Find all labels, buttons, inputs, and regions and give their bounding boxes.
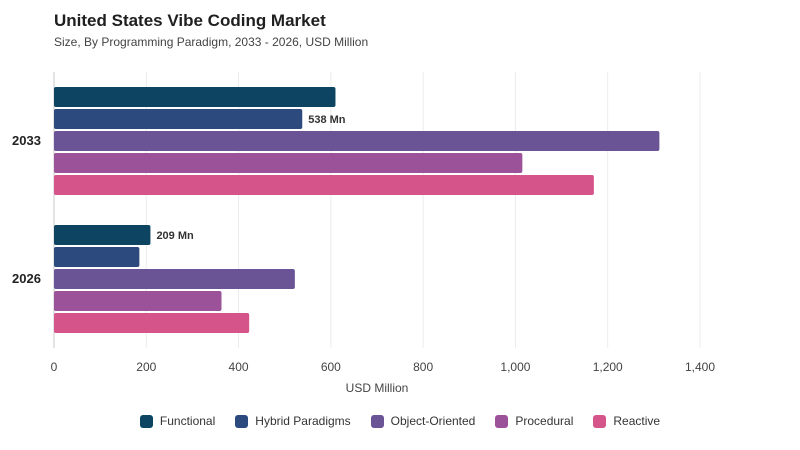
legend-label: Procedural bbox=[515, 414, 574, 428]
bar bbox=[54, 175, 594, 195]
legend-label: Hybrid Paradigms bbox=[255, 414, 351, 428]
legend-swatch bbox=[593, 414, 607, 428]
x-tick-label: 800 bbox=[413, 360, 433, 374]
legend-label: Reactive bbox=[613, 414, 661, 428]
x-tick-label: 1,400 bbox=[685, 360, 715, 374]
bar-chart: 0 200 400 600 800 1,000 1,200 1,400 USD Million 5… bbox=[12, 72, 715, 395]
legend-item: Hybrid Paradigms bbox=[235, 414, 351, 428]
bar bbox=[54, 87, 336, 107]
bar bbox=[54, 225, 151, 245]
legend: Functional Hybrid Paradigms Object-Oriente… bbox=[0, 414, 800, 428]
bar bbox=[54, 291, 222, 311]
bar bbox=[54, 131, 660, 151]
legend-item: Object-Oriented bbox=[370, 414, 476, 428]
legend-swatch bbox=[235, 414, 249, 428]
legend-swatch bbox=[495, 414, 509, 428]
x-tick-label: 1,000 bbox=[500, 360, 530, 374]
legend-item: Functional bbox=[139, 414, 216, 428]
chart-title: United States Vibe Coding Market bbox=[54, 11, 326, 30]
data-label: 209 Mn bbox=[156, 230, 194, 242]
x-tick-label: 1,200 bbox=[593, 360, 623, 374]
chart-subtitle: Size, By Programming Paradigm, 2033 - 20… bbox=[54, 35, 369, 49]
legend-item: Reactive bbox=[593, 414, 660, 428]
category-label: 2033 bbox=[12, 133, 41, 148]
category-label: 2026 bbox=[12, 271, 41, 286]
x-tick-label: 200 bbox=[136, 360, 156, 374]
x-tick-label: 400 bbox=[229, 360, 249, 374]
legend-label: Object-Oriented bbox=[390, 414, 476, 428]
legend-item: Procedural bbox=[495, 414, 573, 428]
legend-swatch bbox=[370, 414, 384, 428]
x-axis-label: USD Million bbox=[346, 381, 409, 395]
x-tick-label: 0 bbox=[51, 360, 58, 374]
bar bbox=[54, 269, 295, 289]
legend-swatch bbox=[139, 414, 153, 428]
bar bbox=[54, 247, 140, 267]
x-tick-label: 600 bbox=[321, 360, 341, 374]
data-label: 538 Mn bbox=[308, 114, 346, 126]
legend-label: Functional bbox=[159, 414, 216, 428]
bar bbox=[54, 153, 523, 173]
bar bbox=[54, 313, 250, 333]
bar bbox=[54, 109, 303, 129]
